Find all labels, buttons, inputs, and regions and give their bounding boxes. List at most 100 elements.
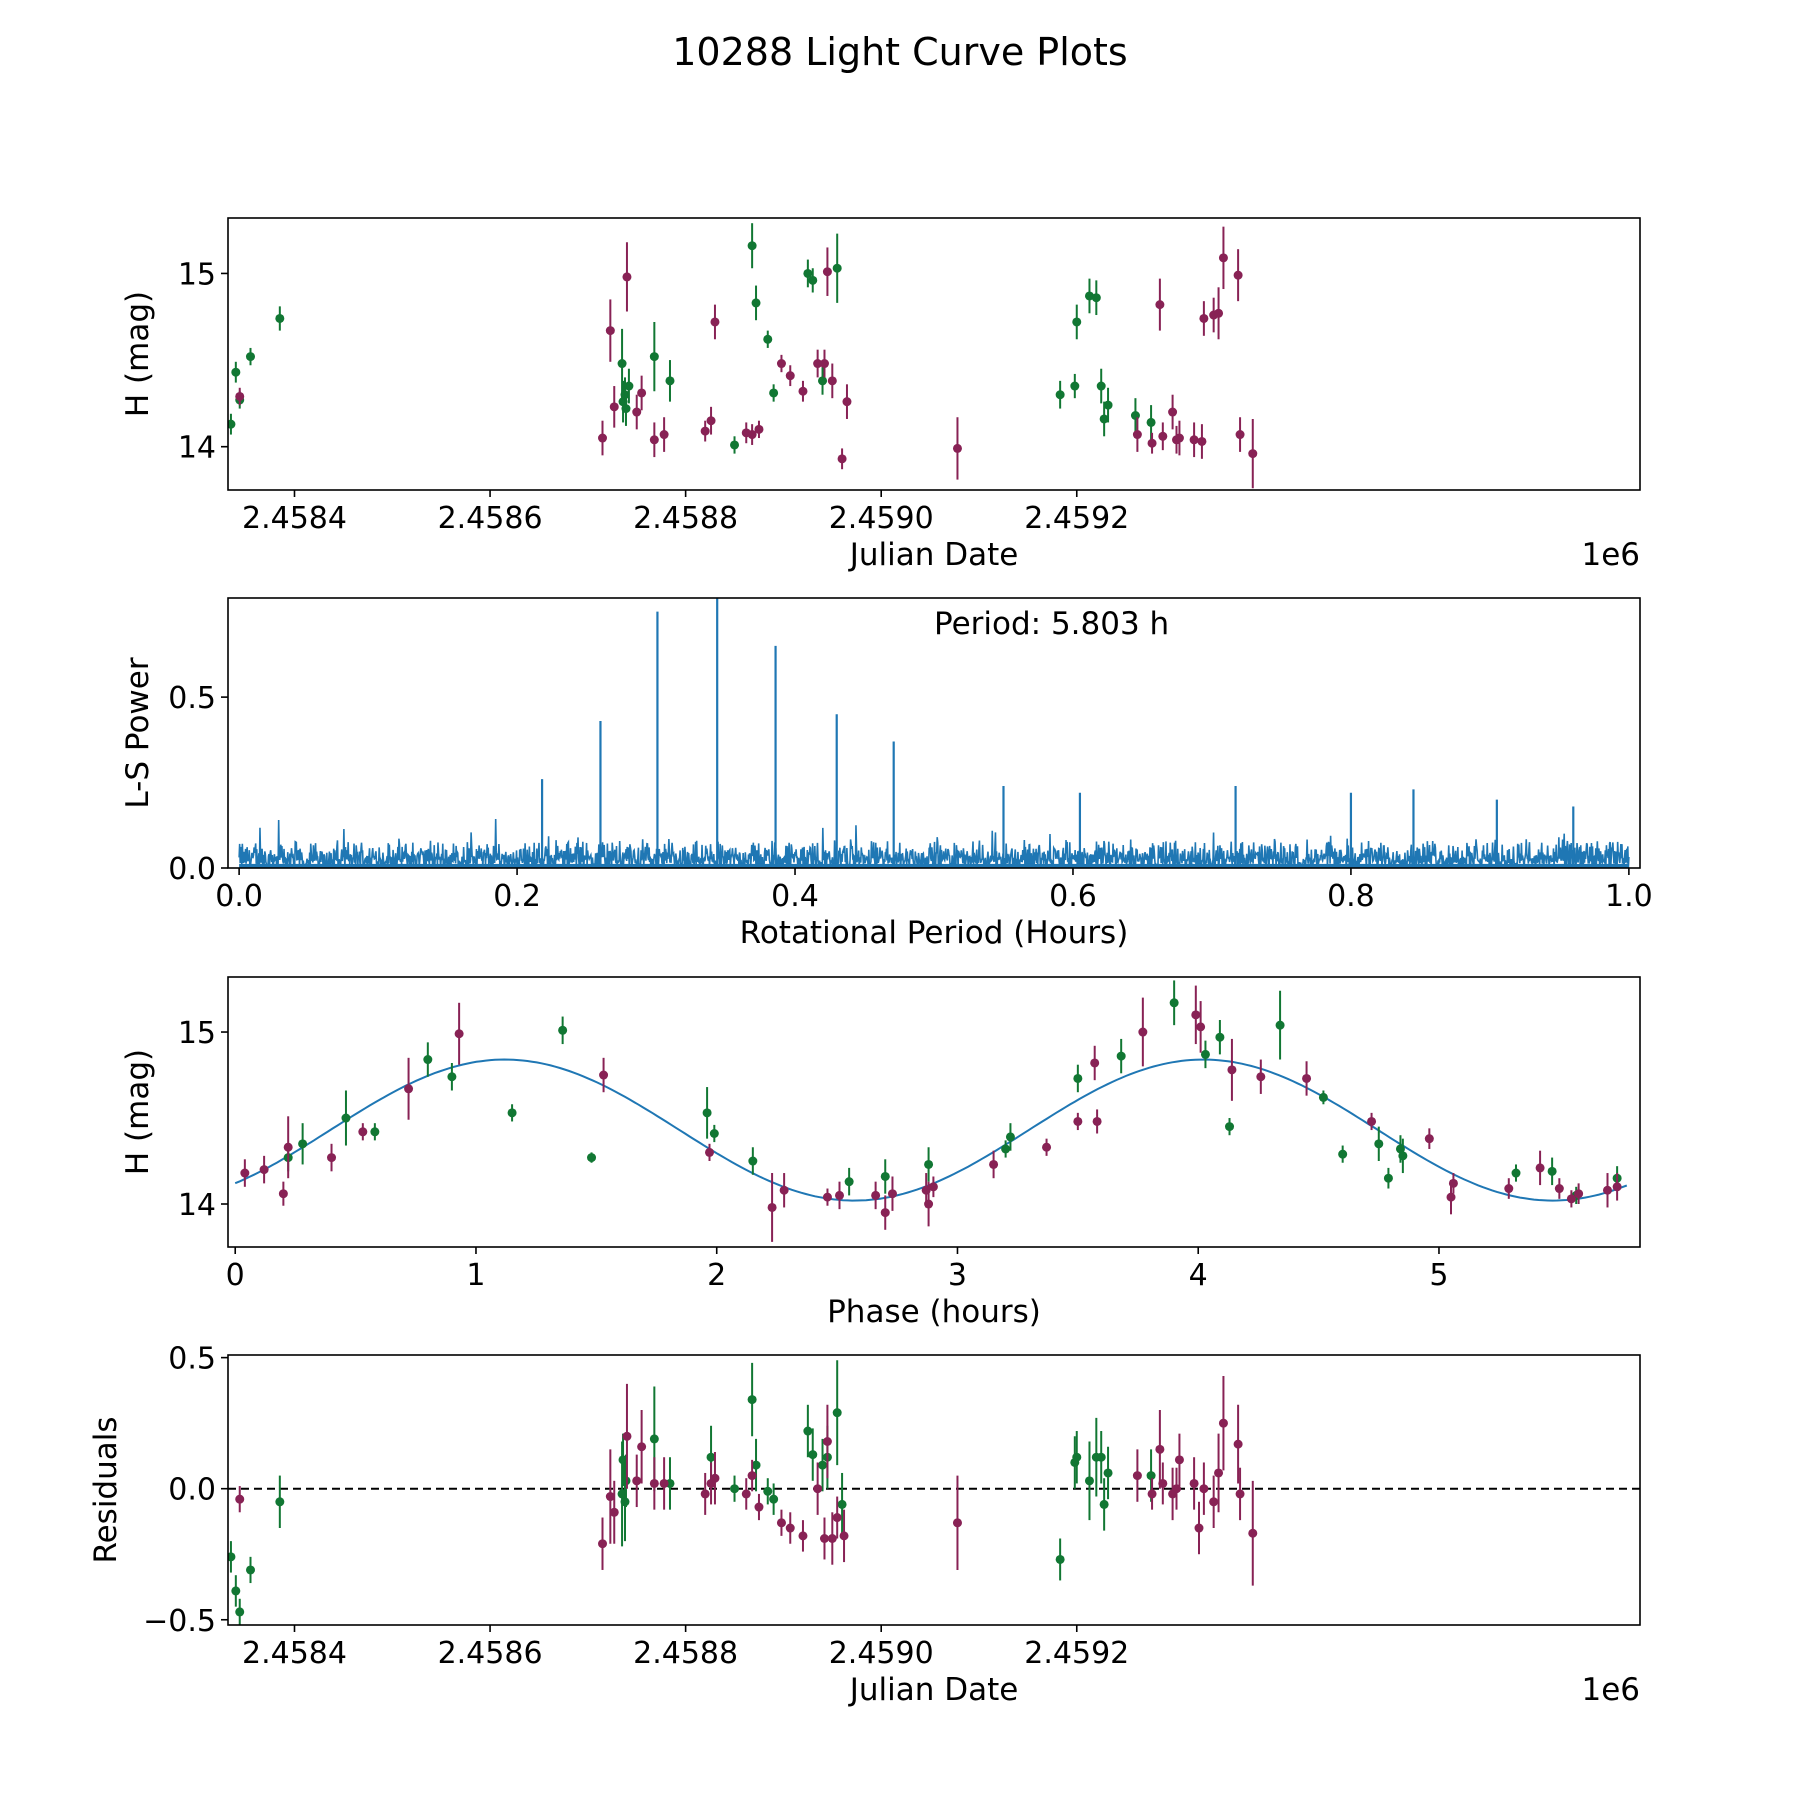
x-tick-label: 0 <box>226 1258 245 1293</box>
maroon-data-point <box>700 1489 710 1499</box>
maroon-data-point <box>1196 1022 1206 1032</box>
maroon-data-point <box>871 1190 881 1200</box>
residuals-panel: 2.4584 2.4586 2.4588 2.4590 2.4592 −0.5 0.0 0.5… <box>88 1342 1641 1708</box>
maroon-data-point <box>1132 1471 1142 1481</box>
green-data-point <box>1200 1049 1210 1059</box>
maroon-data-point <box>1092 1116 1102 1126</box>
maroon-data-point <box>880 1208 890 1218</box>
maroon-data-point <box>1147 1489 1157 1499</box>
green-data-point <box>228 419 236 429</box>
green-data-point <box>832 1408 842 1418</box>
maroon-series <box>240 985 1622 1242</box>
y-tick-label: 0.0 <box>168 1473 216 1508</box>
green-data-point <box>621 404 631 414</box>
maroon-data-point <box>1168 407 1178 417</box>
y-tick-label: 0.0 <box>168 852 216 887</box>
x-tick-label: 5 <box>1429 1258 1448 1293</box>
x-tick-label: 1 <box>466 1258 485 1293</box>
green-data-point <box>1099 1499 1109 1509</box>
period-annotation: Period: 5.803 h <box>934 606 1169 642</box>
green-data-point <box>808 1450 818 1460</box>
y-tick-label: 15 <box>178 1016 216 1051</box>
maroon-data-point <box>1090 1058 1100 1068</box>
green-data-point <box>803 268 813 278</box>
x-tick-label: 0.6 <box>1049 879 1097 914</box>
maroon-data-point <box>837 454 847 464</box>
green-data-point <box>245 352 255 362</box>
maroon-data-point <box>700 426 710 436</box>
green-data-point <box>751 1460 761 1470</box>
green-data-point <box>747 1395 757 1405</box>
maroon-data-point <box>785 1523 795 1533</box>
maroon-data-point <box>605 1492 615 1502</box>
green-data-point <box>1338 1149 1348 1159</box>
maroon-data-point <box>1199 313 1209 323</box>
periodogram-power-line <box>238 819 1630 868</box>
maroon-data-point <box>785 371 795 381</box>
green-data-point <box>275 1497 285 1507</box>
maroon-data-point <box>1602 1185 1612 1195</box>
maroon-data-point <box>1612 1182 1622 1192</box>
maroon-data-point <box>327 1153 337 1163</box>
green-data-point <box>1318 1092 1328 1102</box>
green-data-point <box>245 1565 255 1575</box>
x-tick-label: 2.4590 <box>829 1636 934 1671</box>
maroon-data-point <box>1174 433 1184 443</box>
maroon-data-point <box>659 1478 669 1488</box>
maroon-data-point <box>240 1168 250 1178</box>
maroon-data-point <box>813 1484 823 1494</box>
green-data-point <box>1547 1166 1557 1176</box>
green-data-point <box>880 1171 890 1181</box>
y-tick-label: −0.5 <box>143 1604 216 1639</box>
green-data-point <box>1096 381 1106 391</box>
maroon-data-point <box>798 386 808 396</box>
maroon-series <box>235 1375 1258 1586</box>
green-data-point <box>832 263 842 273</box>
periodogram-panel: Period: 5.803 h 0.0 0.2 0.4 0.6 0.8 1.0 0.0 0.5 R… <box>120 597 1653 951</box>
maroon-data-point <box>842 397 852 407</box>
green-data-point <box>1084 291 1094 301</box>
maroon-data-point <box>1189 435 1199 445</box>
plot-frame <box>227 1354 1641 1626</box>
maroon-data-point <box>706 416 716 426</box>
maroon-data-point <box>822 1437 832 1447</box>
maroon-data-point <box>1155 300 1165 310</box>
maroon-data-point <box>1073 1116 1083 1126</box>
model-fit-curve <box>234 1058 1628 1202</box>
x-tick-label: 2.4586 <box>438 501 543 536</box>
green-data-point <box>298 1139 308 1149</box>
maroon-data-point <box>1227 1065 1237 1075</box>
maroon-data-point <box>622 272 632 282</box>
maroon-data-point <box>705 1147 715 1157</box>
maroon-data-point <box>819 359 829 369</box>
green-data-point <box>818 1460 828 1470</box>
x-tick-label: 2.4584 <box>242 501 347 536</box>
x-tick-label: 4 <box>1189 1258 1208 1293</box>
green-data-point <box>228 1552 236 1562</box>
maroon-data-point <box>839 1531 849 1541</box>
green-data-point <box>751 298 761 308</box>
maroon-data-point <box>622 1431 632 1441</box>
green-data-point <box>1072 317 1082 327</box>
y-tick-label: 14 <box>178 431 216 466</box>
green-data-point <box>649 352 659 362</box>
maroon-data-point <box>1158 431 1168 441</box>
green-data-point <box>1070 381 1080 391</box>
maroon-data-point <box>1194 1523 1204 1533</box>
green-data-point <box>1511 1168 1521 1178</box>
green-data-point <box>769 388 779 398</box>
green-data-point <box>709 1128 719 1138</box>
green-data-point <box>1103 400 1113 410</box>
maroon-data-point <box>710 317 720 327</box>
maroon-data-point <box>278 1189 288 1199</box>
maroon-data-point <box>1233 270 1243 280</box>
maroon-data-point <box>1424 1134 1434 1144</box>
maroon-data-point <box>1214 308 1224 318</box>
x-axis-label: Phase (hours) <box>827 1294 1041 1330</box>
maroon-series <box>235 226 1258 489</box>
green-data-point <box>231 367 241 377</box>
plot-area <box>234 980 1628 1242</box>
green-data-point <box>1096 1452 1106 1462</box>
maroon-data-point <box>798 1531 808 1541</box>
maroon-data-point <box>1235 430 1245 440</box>
